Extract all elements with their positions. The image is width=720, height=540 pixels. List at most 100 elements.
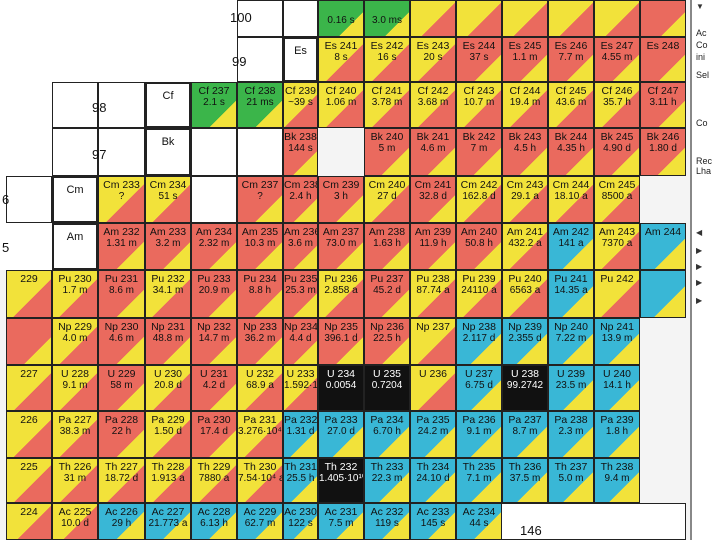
nuclide-half-life: 24.10 d	[416, 473, 450, 484]
nuclide-cell: Np 236 22.5 h	[364, 318, 410, 365]
nuclide-half-life: 119 s	[375, 518, 399, 529]
side-panel-item[interactable]: Sel	[696, 70, 710, 80]
nuclide-name: Cm 234	[149, 179, 187, 191]
nuclide-name: Bk 238	[284, 131, 317, 143]
nuclide-cell: U 234 0.0054	[318, 365, 364, 411]
nuclide-cell: Ac 227 21.773 a	[145, 503, 191, 540]
nuclide-name: Es 247	[600, 40, 634, 52]
nuclide-cell: Am 234 2.32 m	[191, 223, 237, 270]
nuclide-cell: Pu 239 24110 a	[456, 270, 502, 318]
side-panel-item[interactable]: Rec	[696, 156, 713, 166]
nuclide-cell: Pa 229 1.50 d	[145, 411, 191, 458]
expand-arrow-icon[interactable]: ▶	[696, 262, 703, 271]
nuclide-half-life: 7370 a	[601, 238, 633, 249]
expand-arrow-icon[interactable]: ▼	[696, 2, 704, 11]
side-panel-item[interactable]: Lha	[696, 166, 712, 176]
nuclide-name: Th 226	[58, 461, 92, 473]
nuclide-cell: Np 230 4.6 m	[98, 318, 145, 365]
nuclide-half-life: 38.3 m	[59, 426, 91, 437]
nuclide-half-life: 1.8 h	[605, 426, 629, 437]
nuclide-name: U 240	[602, 368, 632, 380]
nuclide-name: Pa 232	[284, 414, 318, 426]
nuclide-half-life: 2.1 s	[203, 97, 225, 108]
nuclide-cell: Cf 240 1.06 m	[318, 82, 364, 128]
nuclide-half-life: 122 s	[288, 518, 313, 529]
nuclide-half-life: 20.8 d	[154, 380, 182, 391]
nuclide-half-life: 7 m	[470, 143, 488, 154]
nuclide-half-life: ?	[118, 191, 125, 202]
side-panel-item[interactable]: Ac	[696, 28, 707, 38]
nuclide-half-life: 1.63 h	[373, 238, 401, 249]
nuclide-cell: 0.16 s	[318, 0, 364, 37]
nuclide-half-life: 9.1 m	[62, 380, 88, 391]
nuclide-name: Am 234	[195, 226, 233, 238]
nuclide-half-life: 2.3 m	[558, 426, 584, 437]
nuclide-cell: Cm 234 51 s	[145, 176, 191, 223]
nuclide-half-life: 4.6 m	[420, 143, 446, 154]
nuclide-name: Pu 230	[58, 273, 92, 285]
nuclide-cell: Ac 229 62.7 m	[237, 503, 283, 540]
nuclide-name: Cf 238	[244, 85, 276, 97]
nuclide-name: Cf 247	[647, 85, 679, 97]
nuclide-cell	[456, 0, 502, 37]
nuclide-cell: Np 233 36.2 m	[237, 318, 283, 365]
expand-arrow-icon[interactable]: ▶	[696, 296, 703, 305]
nuclide-half-life: 35.7 h	[603, 97, 631, 108]
expand-arrow-icon[interactable]: ▶	[696, 278, 703, 287]
nuclide-name: 226	[20, 414, 38, 426]
nuclide-name: Cf 242	[417, 85, 449, 97]
nuclide-name: Ac 231	[324, 506, 358, 518]
nuclide-name: Am 232	[103, 226, 140, 238]
nuclide-half-life: 48.8 m	[152, 333, 184, 344]
nuclide-cell	[594, 0, 640, 37]
nuclide-half-life: 3.276·10⁴ a	[238, 426, 282, 437]
nuclide-half-life: 11.9 h	[419, 238, 447, 249]
expand-arrow-icon[interactable]: ▶	[696, 246, 703, 255]
nuclide-half-life: 22.3 m	[371, 473, 403, 484]
nuclide-cell: 226	[6, 411, 52, 458]
nuclide-half-life: 8500 a	[601, 191, 633, 202]
nuclide-half-life: 3.78 m	[371, 97, 403, 108]
nuclide-cell: Pa 237 8.7 m	[502, 411, 548, 458]
nuclide-cell: Cf 244 19.4 m	[502, 82, 548, 128]
nuclide-cell: Am 243 7370 a	[594, 223, 640, 270]
nuclide-half-life: 27.0 d	[327, 426, 355, 437]
nuclide-half-life: 32.8 d	[419, 191, 447, 202]
nuclide-name: Bk 244	[554, 131, 588, 143]
nuclide-cell: Cf 242 3.68 m	[410, 82, 456, 128]
nuclide-cell: Ac 225 10.0 d	[52, 503, 98, 540]
nuclide-half-life: 4.35 h	[557, 143, 585, 154]
nuclide-half-life: 3 h	[334, 191, 348, 202]
nuclide-cell: Es 244 37 s	[456, 37, 502, 82]
nuclide-name: Cf 237	[198, 85, 230, 97]
nuclide-half-life: 43.6 m	[555, 97, 587, 108]
nuclide-name: Pa 233	[324, 414, 358, 426]
proton-number-label: 5	[2, 240, 10, 255]
nuclide-half-life: 14.7 m	[198, 333, 230, 344]
expand-arrow-icon[interactable]: ◀	[696, 228, 703, 237]
nuclide-half-life: 6563 a	[509, 285, 541, 296]
element-label-box: Cf	[145, 82, 191, 128]
nuclide-half-life: 6.13 h	[200, 518, 228, 529]
nuclide-cell: U 237 6.75 d	[456, 365, 502, 411]
side-panel-item[interactable]: Co	[696, 118, 708, 128]
nuclide-cell: U 239 23.5 m	[548, 365, 594, 411]
nuclide-cell: U 238 99.2742	[502, 365, 548, 411]
nuclide-cell: Th 230 7.54·10⁴ a	[237, 458, 283, 503]
nuclide-cell: Cm 243 29.1 a	[502, 176, 548, 223]
nuclide-name: Pu 236	[324, 273, 358, 285]
nuclide-name: Np 240	[554, 321, 588, 333]
side-panel-item[interactable]: Co	[696, 40, 708, 50]
nuclide-half-life: 29 h	[111, 518, 132, 529]
nuclide-cell: 229	[6, 270, 52, 318]
nuclide-cell: Ac 233 145 s	[410, 503, 456, 540]
nuclide-half-life: 27 d	[377, 191, 397, 202]
nuclide-cell: Cf 245 43.6 m	[548, 82, 594, 128]
nuclide-name: Pu 231	[104, 273, 139, 285]
nuclide-half-life: 2.117 d	[462, 333, 496, 344]
nuclide-name: Pu 242	[600, 273, 634, 285]
nuclide-name: U 238	[510, 368, 540, 380]
nuclide-half-life: 23.5 m	[555, 380, 587, 391]
nuclide-cell: Pu 242	[594, 270, 640, 318]
